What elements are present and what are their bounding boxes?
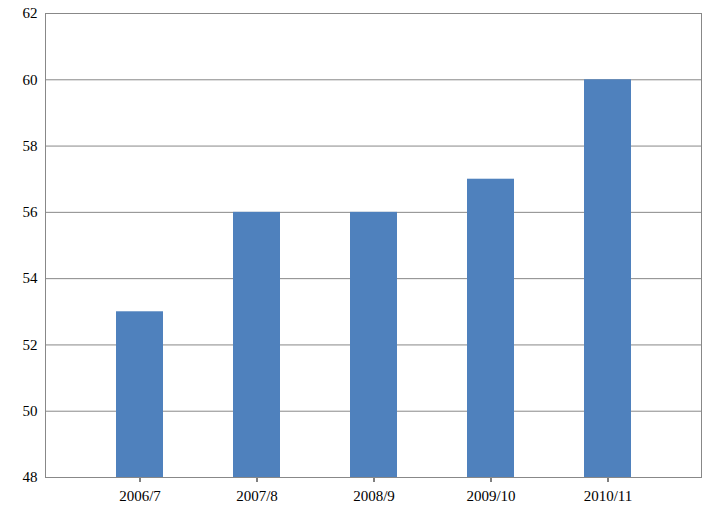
svg-text:54: 54 (23, 270, 39, 286)
svg-text:58: 58 (23, 138, 38, 154)
svg-text:52: 52 (23, 337, 38, 353)
svg-text:48: 48 (23, 469, 38, 485)
svg-text:60: 60 (23, 72, 38, 88)
svg-text:2007/8: 2007/8 (236, 488, 278, 504)
svg-text:2006/7: 2006/7 (119, 488, 161, 504)
svg-text:2009/10: 2009/10 (466, 488, 515, 504)
svg-text:2008/9: 2008/9 (353, 488, 395, 504)
svg-text:56: 56 (23, 204, 39, 220)
svg-text:50: 50 (23, 403, 38, 419)
svg-text:2010/11: 2010/11 (584, 488, 633, 504)
svg-text:62: 62 (23, 5, 38, 21)
